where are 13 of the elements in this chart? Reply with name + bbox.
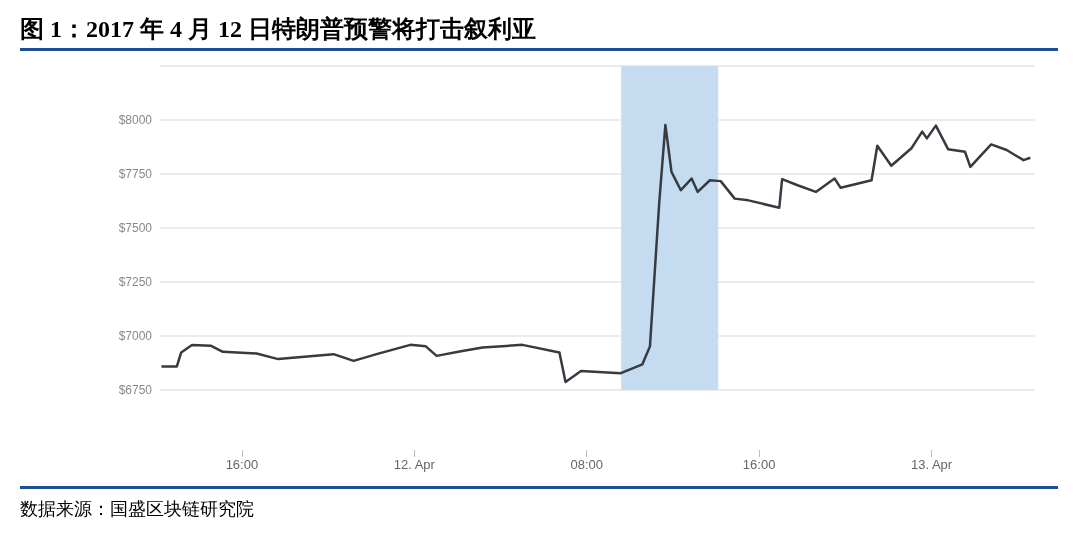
y-tick-label: $7500 (118, 221, 153, 235)
y-tick-label: $7000 (118, 329, 153, 343)
x-tick-label: 13. Apr (910, 457, 953, 472)
chart-title: 图 1：2017 年 4 月 12 日特朗普预警将打击叙利亚 (20, 10, 1058, 51)
x-tick-label: 16:00 (225, 457, 259, 472)
y-tick-label: $6750 (118, 383, 153, 397)
y-tick-label: $7250 (118, 275, 153, 289)
x-tick-label: 16:00 (742, 457, 776, 472)
x-tick-label: 08:00 (570, 457, 603, 472)
y-tick-label: $7750 (118, 167, 153, 181)
source-note: 数据来源：国盛区块链研究院 (20, 498, 255, 521)
x-tick-label: 12. Apr (393, 457, 436, 472)
y-tick-label: $8000 (118, 113, 153, 127)
